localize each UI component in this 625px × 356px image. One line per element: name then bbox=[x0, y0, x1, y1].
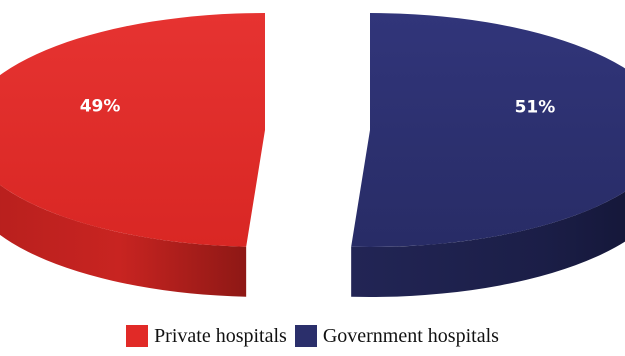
slice-side-government bbox=[351, 191, 625, 297]
legend-swatch bbox=[126, 325, 149, 347]
slice-side-private bbox=[0, 184, 247, 297]
legend-item-private: Private hospitals bbox=[126, 325, 287, 348]
slice-government-hospitals bbox=[351, 13, 625, 247]
data-label-private: 49% bbox=[80, 96, 121, 116]
pie-chart: 49% 51% bbox=[0, 13, 625, 297]
slice-private-hospitals bbox=[0, 13, 265, 247]
legend-item-government: Government hospitals bbox=[294, 324, 499, 348]
legend-label: Government hospitals bbox=[322, 324, 499, 347]
legend-label: Private hospitals bbox=[154, 324, 287, 347]
legend-swatch bbox=[294, 325, 317, 347]
legend: Private hospitals Government hospitals bbox=[0, 316, 625, 356]
data-label-government: 51% bbox=[515, 98, 556, 118]
